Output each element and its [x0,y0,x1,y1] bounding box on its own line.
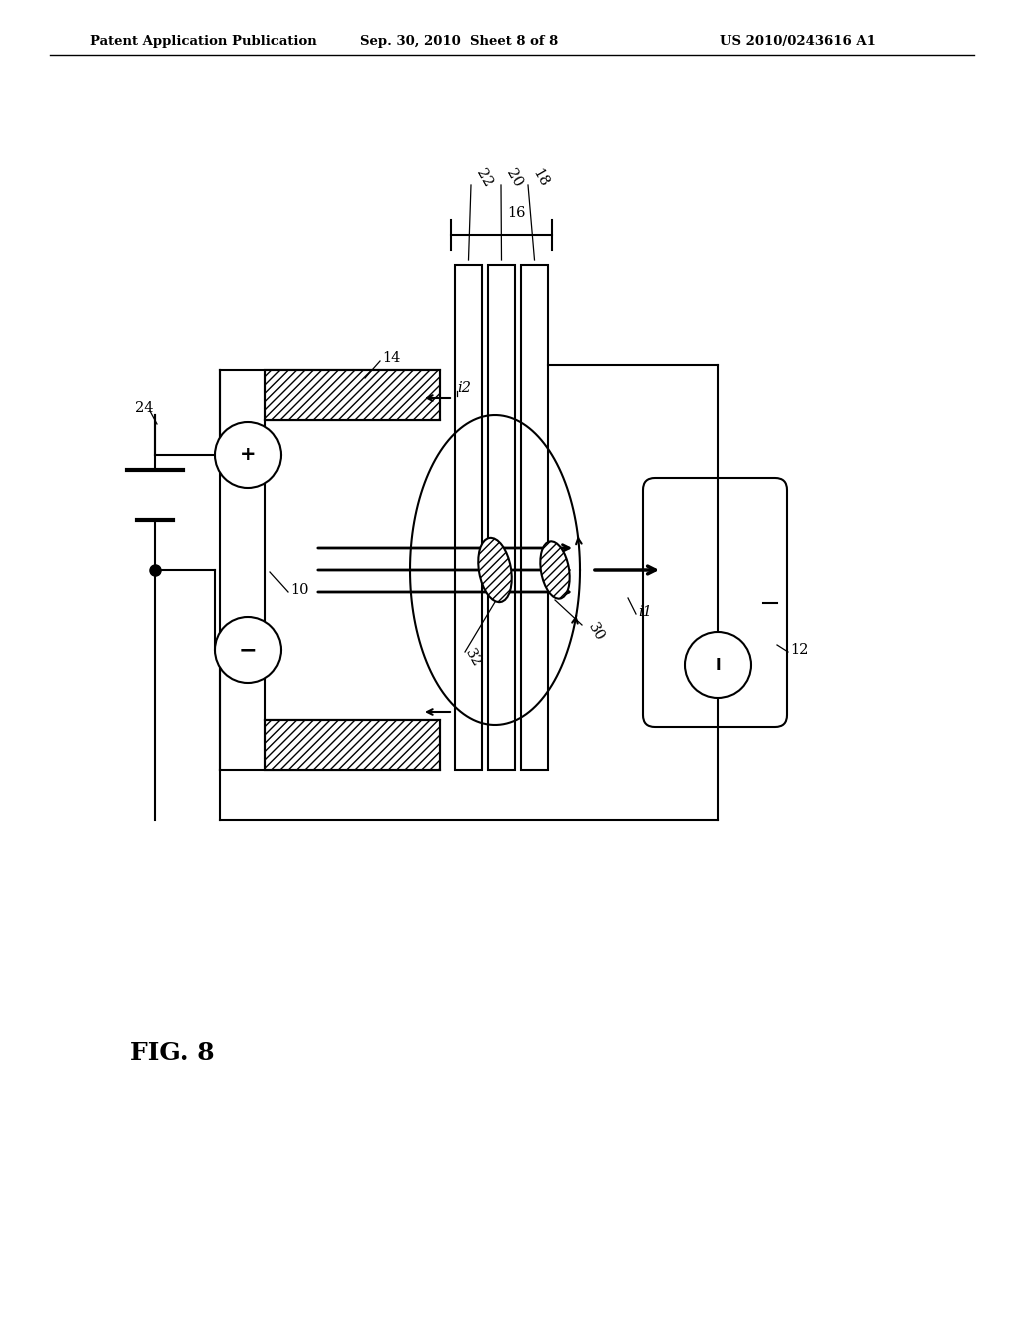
Text: i1: i1 [638,605,652,619]
Ellipse shape [541,541,569,599]
Text: 22: 22 [473,166,495,190]
Text: 12: 12 [790,643,808,657]
Text: 16: 16 [507,206,525,220]
Text: 18: 18 [530,166,551,190]
Polygon shape [265,719,440,770]
Text: Patent Application Publication: Patent Application Publication [90,36,316,48]
Text: Sep. 30, 2010  Sheet 8 of 8: Sep. 30, 2010 Sheet 8 of 8 [360,36,558,48]
Bar [521,265,548,770]
Text: I: I [715,657,721,672]
Text: FIG. 8: FIG. 8 [130,1041,215,1065]
Text: 14: 14 [382,351,400,366]
Circle shape [215,422,281,488]
Ellipse shape [478,537,512,602]
Text: i2: i2 [457,381,471,395]
Text: 20: 20 [503,166,524,190]
Text: 32: 32 [462,647,483,669]
Text: US 2010/0243616 A1: US 2010/0243616 A1 [720,36,876,48]
Circle shape [685,632,751,698]
FancyBboxPatch shape [643,478,787,727]
Text: 30: 30 [585,620,606,644]
Bar [488,265,515,770]
Bar [455,265,482,770]
Text: 24: 24 [135,401,154,414]
Circle shape [215,616,281,682]
Text: +: + [240,446,256,465]
Text: −: − [239,640,257,660]
Text: 10: 10 [290,583,308,597]
Polygon shape [265,370,440,420]
